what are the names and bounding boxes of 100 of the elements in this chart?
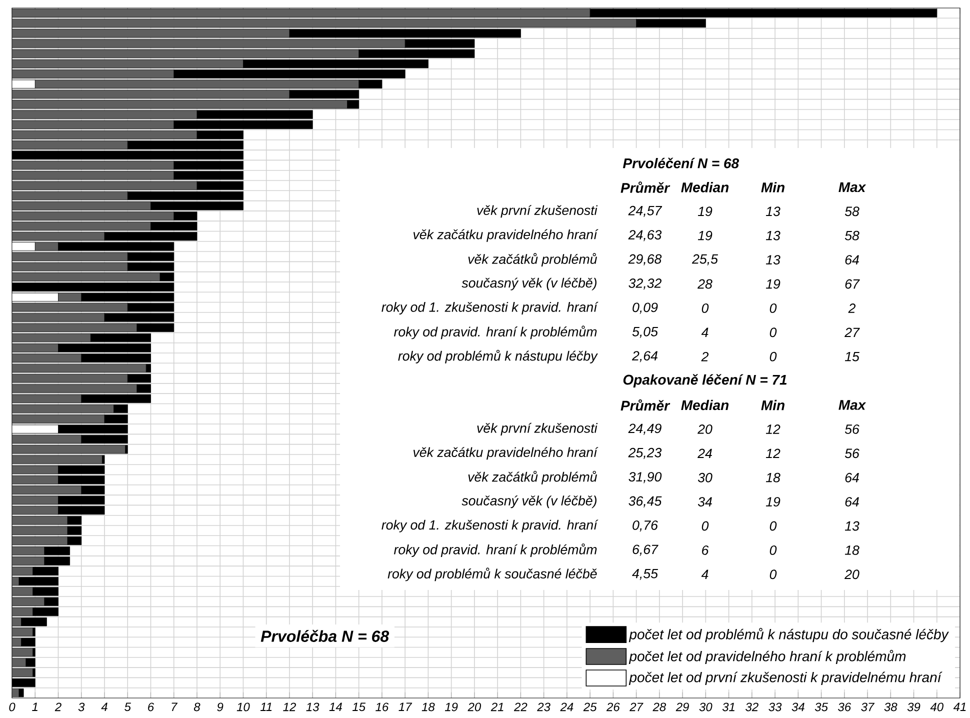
annotation: 2,64 [632, 351, 658, 362]
annotation: 64 [845, 472, 859, 482]
annotation: věk začátků problémů [468, 253, 598, 267]
x-tick-label: 15 [352, 702, 366, 712]
x-tick-label: 27 [630, 702, 644, 712]
x-tick-label: 9 [217, 702, 224, 712]
x-tick-label: 20 [468, 702, 482, 712]
annotation: 58 [844, 230, 860, 240]
annotation: 25,23 [628, 448, 662, 459]
annotation: 0,76 [632, 520, 658, 532]
x-tick-label: 25 [583, 702, 597, 712]
x-tick-label: 4 [101, 702, 108, 711]
annotation: 0 [770, 570, 777, 580]
annotation: 56 [844, 424, 860, 434]
annotation: 2 [701, 352, 709, 362]
x-tick-label: 29 [676, 702, 689, 712]
annotation: roky od pravid. hraní k problémům [394, 326, 597, 340]
annotation: roky od 1. zkušenosti k pravid. hraní [382, 302, 598, 314]
x-tick-label: 13 [306, 702, 320, 712]
x-tick-label: 34 [792, 702, 804, 712]
x-tick-label: 36 [838, 702, 852, 712]
x-tick-label: 32 [746, 702, 758, 712]
x-tick-label: 0 [9, 702, 16, 712]
annotation: 13 [766, 206, 780, 216]
x-tick-label: 33 [768, 702, 782, 712]
x-tick-label: 2 [54, 702, 62, 712]
annotation: Průměr [620, 399, 670, 411]
annotation: 34 [698, 497, 712, 507]
x-tick-label: 31 [722, 702, 734, 712]
x-tick-label: 21 [490, 702, 504, 712]
annotation: 64 [845, 497, 859, 507]
annotation: 58 [844, 206, 860, 216]
annotation: Max [838, 400, 866, 410]
annotation: 30 [698, 472, 712, 482]
annotation: věk první zkušenosti [477, 422, 598, 436]
annotation: 24,57 [628, 206, 662, 217]
annotation: 24,63 [628, 230, 662, 242]
x-tick-label: 18 [422, 702, 435, 712]
annotation: 24 [698, 448, 712, 458]
annotation: 0 [770, 352, 777, 362]
x-tick-label: 40 [930, 702, 944, 712]
x-tick-label: 38 [884, 702, 898, 712]
legend-label: počet let od první zkušenosti k pravidelnému hraní [628, 672, 942, 686]
annotation: věk začátku pravidelného hraní [413, 447, 598, 460]
x-tick-label: 10 [236, 702, 250, 712]
annotation: 28 [698, 279, 712, 289]
annotation: 0 [770, 328, 777, 338]
legend-label: počet let od problémů k nástupu do současné léčby [628, 628, 949, 642]
annotation: 31,90 [628, 472, 662, 484]
annotation: Průměr [620, 182, 670, 193]
x-tick-label: 1 [32, 702, 38, 711]
annotation: 29,68 [628, 254, 662, 266]
x-tick-label: 22 [514, 702, 528, 712]
x-tick-label: 26 [606, 702, 620, 712]
x-tick-label: 6 [148, 702, 154, 712]
annotation: 12 [766, 424, 780, 434]
annotation: 13 [844, 521, 860, 531]
annotation: 0 [770, 545, 777, 555]
annotation: Prvoléčení N = 68 [622, 158, 740, 168]
x-tick-label: 19 [444, 702, 458, 712]
annotation: roky od problémů k současné léčbě [388, 568, 597, 582]
annotation: Min [761, 400, 784, 410]
annotation: 0 [770, 303, 777, 313]
annotation: Max [838, 182, 866, 192]
x-tick-label: 24 [560, 702, 574, 712]
annotation: 12 [766, 448, 780, 458]
x-tick-label: 41 [953, 702, 966, 711]
annotation: 18 [766, 472, 780, 482]
x-tick-label: 16 [376, 702, 389, 712]
x-tick-label: 23 [537, 702, 550, 712]
annotation: 25,5 [692, 254, 718, 266]
annotation: současný věk (v léčbě) [462, 495, 596, 508]
annotation: 6,67 [632, 544, 658, 556]
annotation: 19 [766, 279, 780, 289]
annotation: Prvoléčba N = 68 [260, 630, 390, 642]
x-tick-label: 12 [283, 702, 296, 712]
annotation: věk začátků problémů [468, 470, 598, 484]
annotation: 0,09 [632, 302, 658, 314]
annotation: 4,55 [632, 568, 658, 580]
x-tick-label: 3 [78, 702, 85, 712]
annotation: Min [761, 182, 784, 192]
annotation: 67 [845, 279, 860, 289]
x-tick-label: 17 [398, 702, 412, 711]
annotation: roky od 1. zkušenosti k pravid. hraní [382, 520, 598, 532]
annotation: Opakovaně léčení N = 71 [623, 374, 787, 388]
annotation: 36,45 [628, 496, 662, 508]
annotation: současný věk (v léčbě) [462, 278, 596, 290]
annotation: 15 [844, 352, 860, 362]
annotation: 4 [701, 328, 708, 337]
x-tick-label: 11 [260, 702, 272, 711]
annotation: Median [681, 400, 729, 410]
x-tick-label: 30 [699, 702, 712, 712]
annotation: 27 [844, 328, 860, 338]
annotation: roky od problémů k nástupu léčby [398, 350, 598, 364]
annotation: 24,49 [628, 424, 662, 435]
annotation: 0 [702, 303, 709, 313]
annotation: 19 [698, 230, 712, 240]
annotation: roky od pravid. hraní k problémům [394, 543, 597, 557]
x-tick-label: 35 [814, 702, 828, 712]
annotation: 4 [701, 570, 708, 579]
